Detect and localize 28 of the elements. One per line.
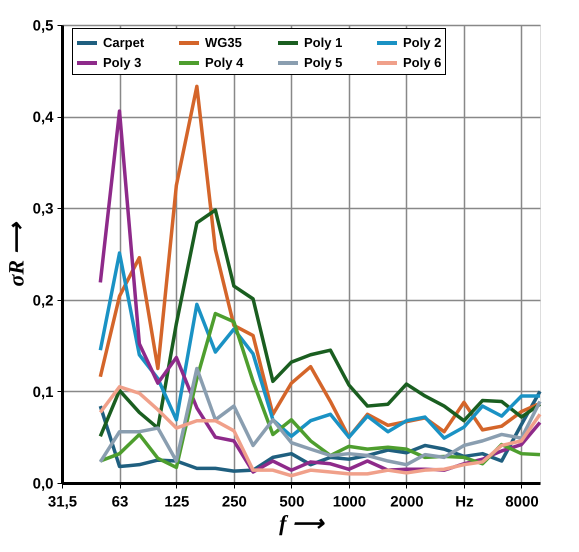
x-tick-label: 8000 (505, 494, 539, 510)
y-tick-label: 0,3 (32, 200, 54, 218)
y-tick-label: 0,4 (32, 109, 54, 126)
x-tick-label: 31,5 (48, 494, 78, 510)
x-axis-title: f ⟶ (279, 510, 325, 536)
legend-label: Poly 5 (304, 55, 342, 70)
x-tick-label: 500 (279, 494, 304, 510)
legend-label: Poly 1 (304, 35, 342, 50)
y-tick-label: 0,0 (32, 476, 54, 492)
x-tick-label: 125 (164, 494, 190, 510)
y-tick-label: 0,1 (32, 384, 54, 401)
legend-label: Poly 4 (205, 55, 244, 70)
x-tick-label: 63 (112, 494, 128, 510)
legend-label: Poly 3 (103, 55, 142, 70)
legend-label: Poly 6 (403, 55, 442, 70)
legend-label: Poly 2 (403, 35, 442, 50)
line-series (98, 251, 542, 440)
y-axis-title: σR ⟶ (4, 221, 29, 287)
line-series (98, 208, 542, 438)
x-tick-label: 250 (222, 494, 247, 510)
x-tick-label: Hz (455, 494, 474, 510)
legend-label: WG35 (205, 35, 242, 50)
x-tick-label: 1000 (332, 494, 366, 510)
legend-label: Carpet (103, 35, 145, 50)
line-series (98, 366, 542, 466)
x-tick-label: 2000 (390, 494, 424, 510)
y-tick-label: 0,5 (32, 18, 54, 34)
y-tick-label: 0,2 (32, 292, 54, 310)
